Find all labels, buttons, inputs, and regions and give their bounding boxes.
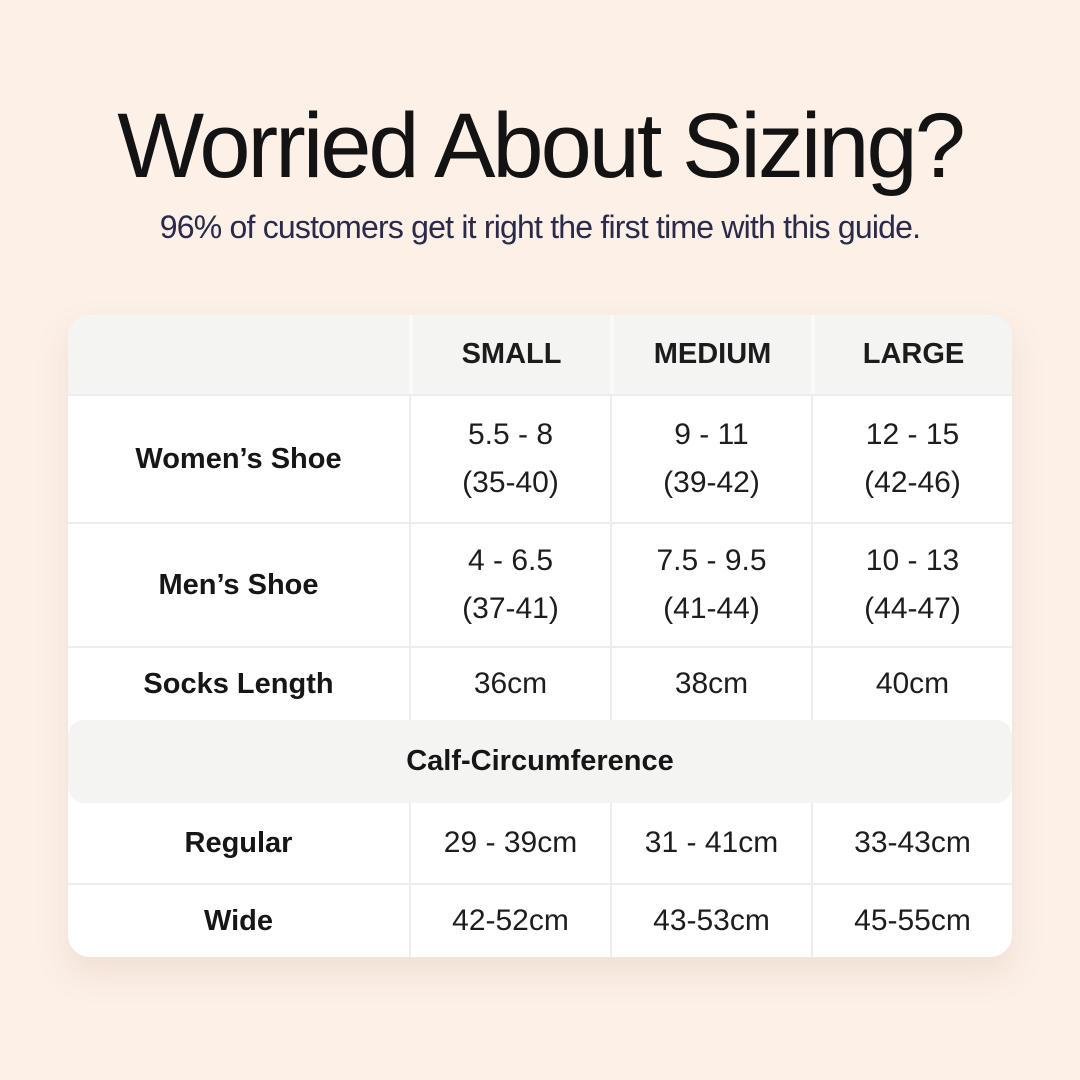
cell-line-us-size: 12 - 15: [865, 418, 960, 451]
cell-regular-medium: 31 - 41cm: [610, 803, 811, 883]
cell-line-eu-size: (41-44): [663, 592, 760, 625]
cell-line-us-size: 4 - 6.5: [467, 544, 554, 577]
cell-socks-medium: 38cm: [610, 648, 811, 720]
cell-womens-small: 5.5 - 8 (35-40): [409, 396, 610, 522]
cell-regular-small: 29 - 39cm: [409, 803, 610, 883]
table-row-wide: Wide 42-52cm 43-53cm 45-55cm: [68, 883, 1012, 957]
cell-line-eu-size: (35-40): [462, 466, 559, 499]
cell-socks-large: 40cm: [811, 648, 1012, 720]
table-row-mens-shoe: Men’s Shoe 4 - 6.5 (37-41) 7.5 - 9.5 (41…: [68, 522, 1012, 646]
cell-line-us-size: 10 - 13: [865, 544, 960, 577]
row-label-mens-shoe: Men’s Shoe: [158, 568, 319, 601]
header-cell-blank: [68, 315, 409, 394]
cell-mens-large: 10 - 13 (44-47): [811, 524, 1012, 646]
cell-wide-small: 42-52cm: [409, 885, 610, 957]
table-row-regular: Regular 29 - 39cm 31 - 41cm 33-43cm: [68, 803, 1012, 883]
cell-wide-large: 45-55cm: [811, 885, 1012, 957]
row-label-wide: Wide: [203, 904, 274, 937]
cell-line-us-size: 9 - 11: [674, 418, 749, 451]
row-label-regular: Regular: [184, 826, 293, 859]
cell-line-us-size: 7.5 - 9.5: [656, 544, 767, 577]
size-chart-table: SMALL MEDIUM LARGE Women’s Shoe 5.5 - 8 …: [68, 315, 1012, 957]
cell-line-us-size: 5.5 - 8: [467, 418, 554, 451]
cell-regular-large: 33-43cm: [811, 803, 1012, 883]
page-title: Worried About Sizing?: [117, 95, 966, 197]
cell-line-eu-size: (42-46): [864, 466, 961, 499]
table-row-socks-length: Socks Length 36cm 38cm 40cm: [68, 646, 1012, 720]
table-header-row: SMALL MEDIUM LARGE: [68, 315, 1012, 394]
cell-womens-large: 12 - 15 (42-46): [811, 396, 1012, 522]
header-cell-large: LARGE: [811, 315, 1012, 394]
cell-line-eu-size: (44-47): [864, 592, 961, 625]
table-row-womens-shoe: Women’s Shoe 5.5 - 8 (35-40) 9 - 11 (39-…: [68, 394, 1012, 522]
cell-socks-small: 36cm: [409, 648, 610, 720]
page-subtitle: 96% of customers get it right the first …: [159, 209, 921, 245]
cell-line-eu-size: (37-41): [462, 592, 559, 625]
header-cell-medium: MEDIUM: [610, 315, 811, 394]
cell-womens-medium: 9 - 11 (39-42): [610, 396, 811, 522]
cell-line-eu-size: (39-42): [663, 466, 760, 499]
cell-mens-small: 4 - 6.5 (37-41): [409, 524, 610, 646]
cell-wide-medium: 43-53cm: [610, 885, 811, 957]
row-label-womens-shoe: Women’s Shoe: [135, 442, 342, 475]
row-label-socks-length: Socks Length: [143, 667, 334, 700]
section-header-calf-circumference: Calf-Circumference: [68, 720, 1012, 803]
cell-mens-medium: 7.5 - 9.5 (41-44): [610, 524, 811, 646]
header-cell-small: SMALL: [409, 315, 610, 394]
